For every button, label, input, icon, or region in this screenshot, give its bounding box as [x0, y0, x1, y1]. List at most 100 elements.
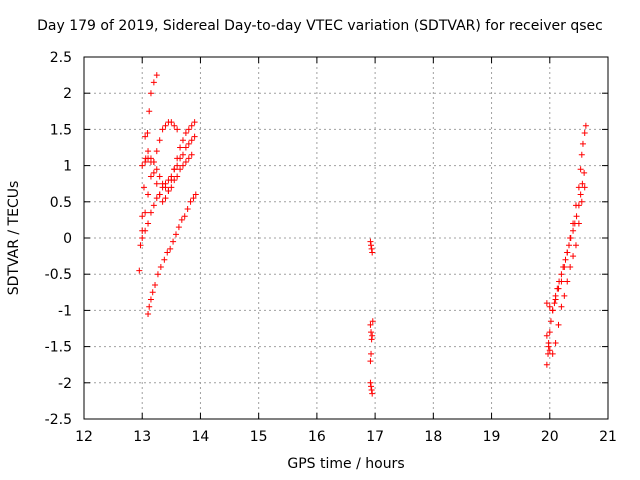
data-point: [147, 209, 154, 216]
x-tick-label: 17: [366, 429, 384, 445]
data-point: [175, 224, 182, 231]
data-point: [146, 303, 153, 310]
y-tick-label: 2.5: [50, 50, 72, 66]
data-point: [367, 238, 374, 245]
data-point: [154, 271, 161, 278]
data-point: [558, 278, 565, 285]
data-point: [567, 263, 574, 270]
data-point: [555, 321, 562, 328]
data-point: [579, 180, 586, 187]
y-tick-label: -2.5: [45, 412, 72, 428]
data-point: [369, 318, 376, 325]
data-point: [368, 242, 375, 249]
x-tick-label: 16: [308, 429, 326, 445]
data-point: [174, 162, 181, 169]
data-point: [561, 292, 568, 299]
data-point: [159, 198, 166, 205]
data-point: [179, 137, 186, 144]
data-point: [368, 350, 375, 357]
data-point: [177, 166, 184, 173]
data-point: [572, 242, 579, 249]
grid-lines: [84, 57, 608, 419]
data-point: [581, 169, 588, 176]
data-point: [168, 119, 175, 126]
data-point: [192, 191, 199, 198]
data-point: [188, 137, 195, 144]
data-point: [561, 263, 568, 270]
data-point: [570, 253, 577, 260]
data-point: [578, 151, 585, 158]
data-point: [142, 209, 149, 216]
x-tick-label: 15: [250, 429, 268, 445]
data-point: [579, 140, 586, 147]
point-group: [139, 151, 195, 194]
data-point: [182, 144, 189, 151]
data-point: [145, 148, 152, 155]
data-point: [577, 166, 584, 173]
y-tick-label: -0.5: [45, 267, 72, 283]
data-point: [156, 137, 163, 144]
data-point: [582, 122, 589, 129]
data-point: [543, 361, 550, 368]
data-point: [150, 169, 157, 176]
data-point: [153, 148, 160, 155]
data-point: [545, 343, 552, 350]
data-point: [153, 166, 160, 173]
data-point: [179, 151, 186, 158]
point-group: [145, 191, 199, 318]
data-point: [575, 184, 582, 191]
data-point: [182, 158, 189, 165]
data-point: [185, 140, 192, 147]
data-point: [572, 202, 579, 209]
data-point: [369, 249, 376, 256]
data-point: [136, 267, 143, 274]
data-point: [170, 238, 177, 245]
data-point: [549, 350, 556, 357]
data-point: [147, 90, 154, 97]
data-point: [139, 235, 146, 241]
data-point: [161, 256, 168, 263]
x-tick-label: 14: [192, 429, 210, 445]
y-tick-label: 0.5: [50, 195, 72, 211]
data-point: [577, 191, 584, 198]
data-point: [565, 242, 572, 249]
data-point: [184, 206, 191, 213]
data-point: [368, 383, 375, 390]
data-point: [562, 256, 569, 263]
data-point: [145, 311, 152, 318]
axis-ticks: [83, 56, 609, 420]
y-tick-label: 1: [63, 159, 72, 175]
data-point: [142, 133, 149, 140]
data-point: [567, 235, 574, 241]
data-point: [147, 296, 154, 303]
data-point: [549, 307, 556, 314]
data-point: [171, 122, 178, 129]
data-point: [177, 144, 184, 151]
data-point: [177, 155, 184, 162]
data-point: [174, 173, 181, 180]
data-point: [153, 195, 160, 202]
data-point: [546, 347, 553, 354]
data-point: [156, 191, 163, 198]
data-points: [136, 72, 589, 397]
data-point: [367, 358, 374, 365]
x-tick-label: 18: [424, 429, 442, 445]
data-point: [578, 198, 585, 205]
data-point: [168, 184, 175, 191]
x-tick-label: 13: [133, 429, 151, 445]
data-point: [145, 220, 152, 227]
data-point: [162, 184, 169, 191]
data-point: [187, 198, 194, 205]
data-point: [188, 122, 195, 129]
data-point: [139, 213, 146, 220]
data-point: [368, 387, 375, 394]
data-point: [369, 332, 376, 339]
data-point: [142, 158, 149, 165]
data-point: [147, 155, 154, 162]
data-point: [543, 332, 550, 339]
tick-labels: 12 13 14 15 16 17 18 19 20 21-2.5-2-1.5-1-0.500.5…: [45, 50, 617, 445]
data-point: [171, 166, 178, 173]
data-point: [164, 249, 171, 256]
data-point: [153, 72, 160, 79]
data-point: [171, 177, 178, 184]
